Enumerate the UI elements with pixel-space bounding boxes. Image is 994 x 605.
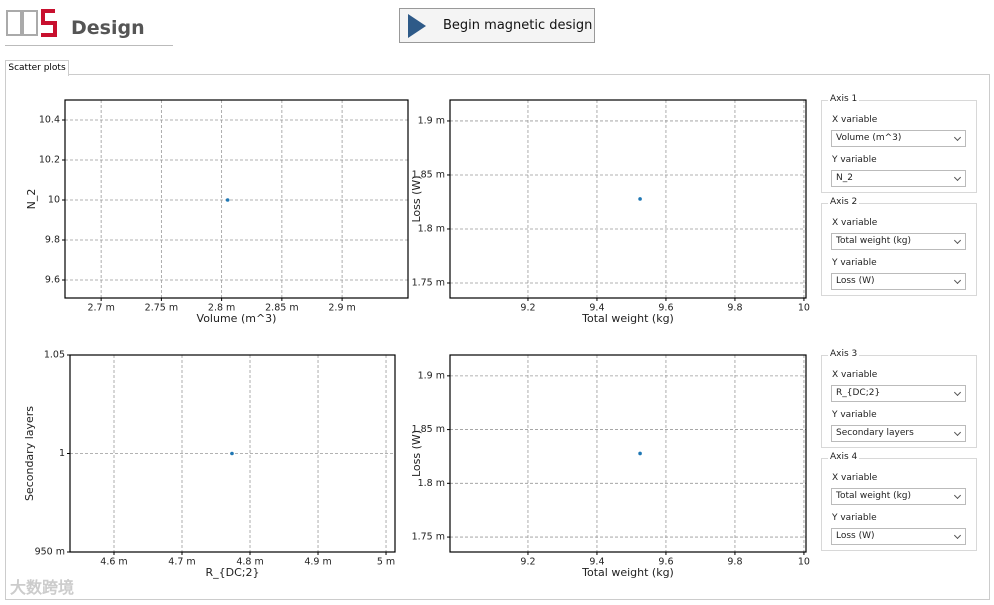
logo-text: Design bbox=[71, 17, 145, 39]
y-tick-label: 10 bbox=[48, 195, 60, 206]
dropdown[interactable]: Loss (W) bbox=[831, 273, 966, 290]
x-tick-label: 4.9 m bbox=[304, 557, 331, 568]
x-tick-label: 2.8 m bbox=[208, 303, 235, 314]
y-tick-label: 1.8 m bbox=[418, 478, 445, 489]
x-axis-label: Total weight (kg) bbox=[581, 312, 674, 325]
plot-frame bbox=[449, 354, 807, 553]
y-axis-label: N_2 bbox=[25, 189, 38, 210]
x-axis-label: R_{DC;2} bbox=[206, 566, 260, 579]
point bbox=[230, 451, 234, 456]
point bbox=[638, 197, 642, 201]
axis-group: Axis 1 X variable Volume (m^3) Y variable N_… bbox=[821, 94, 977, 193]
y-tick-label: 9.6 bbox=[45, 275, 60, 286]
group-title: Axis 3 bbox=[828, 349, 860, 359]
group-title: Axis 4 bbox=[828, 452, 860, 462]
x-tick-label: 2.7 m bbox=[87, 303, 114, 314]
x-tick-label: 9.8 bbox=[727, 303, 742, 314]
plot-frame bbox=[64, 99, 409, 299]
watermark: 大数跨境 bbox=[10, 578, 75, 597]
dropdown[interactable]: Total weight (kg) bbox=[831, 488, 966, 505]
field-label: X variable bbox=[832, 473, 878, 483]
tab[interactable]: Scatter plots bbox=[5, 60, 69, 76]
y-axis-label: Loss (W) bbox=[410, 430, 423, 477]
x-tick-label: 10 bbox=[798, 303, 810, 314]
dropdown[interactable]: R_{DC;2} bbox=[831, 385, 966, 402]
y-tick-label: 9.8 bbox=[45, 235, 60, 246]
field-label: X variable bbox=[832, 218, 878, 228]
button-text: Begin magnetic design bbox=[443, 18, 593, 33]
y-tick-label: 1 bbox=[59, 448, 65, 459]
dropdown[interactable]: Loss (W) bbox=[831, 528, 966, 545]
x-tick-label: 2.75 m bbox=[145, 303, 178, 314]
y-tick-label: 950 m bbox=[35, 547, 65, 558]
x-tick-label: 2.85 m bbox=[265, 303, 298, 314]
y-tick-label: 10.4 bbox=[39, 115, 60, 126]
x-axis-label: Total weight (kg) bbox=[581, 566, 674, 579]
point bbox=[225, 198, 230, 202]
x-axis-label: Volume (m^3) bbox=[197, 312, 277, 325]
dropdown[interactable]: N_2 bbox=[831, 170, 966, 187]
begin-button[interactable]: Begin magnetic design bbox=[399, 8, 595, 43]
axis-group: Axis 3 X variable R_{DC;2} Y variable Second… bbox=[821, 349, 977, 448]
x-tick-label: 9.6 bbox=[658, 303, 673, 314]
y-axis-label: Secondary layers bbox=[23, 406, 36, 501]
y-tick-label: 1.9 m bbox=[418, 115, 445, 126]
x-tick-label: 9.2 bbox=[520, 557, 535, 568]
play-icon bbox=[408, 14, 426, 38]
x-tick-label: 9.4 bbox=[589, 303, 604, 314]
field-label: Y variable bbox=[832, 155, 877, 165]
field-label: Y variable bbox=[832, 258, 877, 268]
tab-panel bbox=[5, 74, 990, 600]
x-tick-label: 4.7 m bbox=[168, 557, 195, 568]
y-tick-label: 1.85 m bbox=[412, 169, 445, 180]
x-tick-label: 10 bbox=[798, 557, 810, 568]
y-tick-label: 1.75 m bbox=[412, 277, 445, 288]
x-tick-label: 4.6 m bbox=[100, 557, 127, 568]
point bbox=[638, 451, 642, 456]
group-title: Axis 2 bbox=[828, 197, 860, 207]
x-tick-label: 4.8 m bbox=[236, 557, 263, 568]
plot-frame bbox=[69, 354, 396, 553]
field-label: X variable bbox=[832, 370, 878, 380]
dropdown[interactable]: Secondary layers bbox=[831, 425, 966, 442]
logo-icon bbox=[6, 9, 57, 37]
axis-group: Axis 2 X variable Total weight (kg) Y varia… bbox=[821, 197, 977, 296]
field-label: Y variable bbox=[832, 513, 877, 523]
dropdown[interactable]: Total weight (kg) bbox=[831, 233, 966, 250]
y-tick-label: 10.2 bbox=[39, 155, 60, 166]
field-label: X variable bbox=[832, 115, 878, 125]
x-tick-label: 2.9 m bbox=[328, 303, 355, 314]
x-tick-label: 9.2 bbox=[520, 303, 535, 314]
y-tick-label: 1.9 m bbox=[418, 370, 445, 381]
field-label: Y variable bbox=[832, 410, 877, 420]
axis-group: Axis 4 X variable Total weight (kg) Y varia… bbox=[821, 452, 977, 551]
y-tick-label: 1.75 m bbox=[412, 532, 445, 543]
x-tick-label: 5 m bbox=[377, 557, 395, 568]
x-tick-label: 9.8 bbox=[727, 557, 742, 568]
y-axis-label: Loss (W) bbox=[410, 175, 423, 222]
logo: Design bbox=[5, 5, 173, 46]
group-title: Axis 1 bbox=[828, 94, 860, 104]
y-tick-label: 1.05 bbox=[44, 350, 65, 361]
y-tick-label: 1.85 m bbox=[412, 424, 445, 435]
dropdown[interactable]: Volume (m^3) bbox=[831, 130, 966, 147]
plot-frame bbox=[449, 99, 807, 299]
x-tick-label: 9.4 bbox=[589, 557, 604, 568]
x-tick-label: 9.6 bbox=[658, 557, 673, 568]
y-tick-label: 1.8 m bbox=[418, 223, 445, 234]
